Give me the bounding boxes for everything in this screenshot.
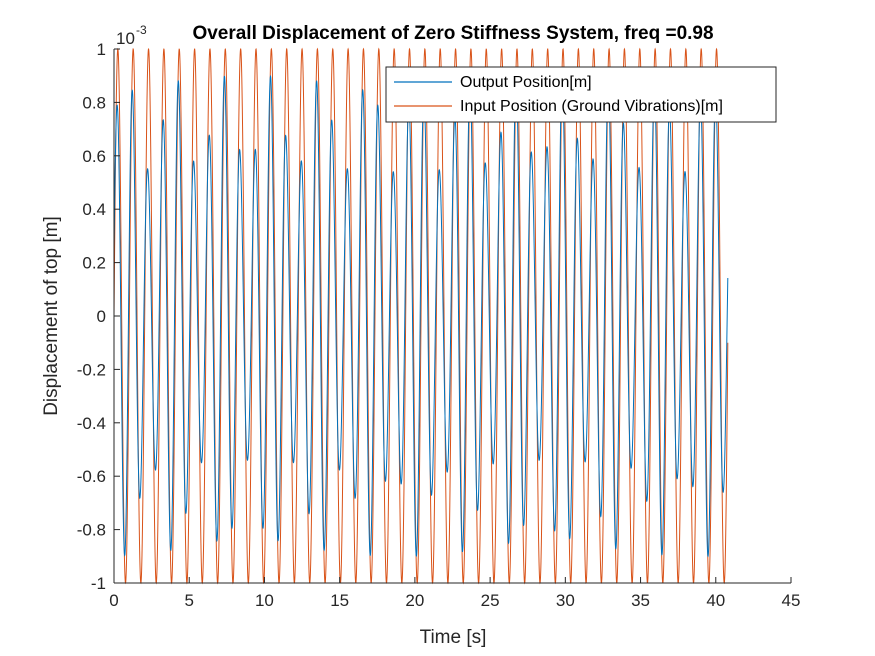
y-tick-label: 1 [97, 40, 106, 59]
y-tick-label: 0.4 [82, 200, 106, 219]
y-tick-label: -1 [91, 574, 106, 593]
x-tick-label: 35 [631, 591, 650, 610]
x-tick-label: 10 [255, 591, 274, 610]
ticks-layer: 0 5 10 15 20 25 30 35 40 45 -1 -0.8 -0.6 -0.4 -0.2 0 0.2… [77, 40, 801, 610]
y-tick-label: -0.8 [77, 521, 106, 540]
x-tick-label: 30 [556, 591, 575, 610]
plot-area [114, 49, 791, 583]
y-tick-label: 0 [97, 307, 106, 326]
y-tick-label: -0.6 [77, 467, 106, 486]
x-tick-label: 5 [184, 591, 193, 610]
y-tick-label: 0.8 [82, 93, 106, 112]
chart-title: Overall Displacement of Zero Stiffness S… [192, 23, 713, 44]
x-tick-label: 40 [706, 591, 725, 610]
legend: Output Position[m] Input Position (Groun… [385, 66, 777, 123]
x-axis-label: Time [s] [420, 627, 487, 648]
x-tick-label: 0 [109, 591, 118, 610]
legend-box [385, 66, 777, 123]
x-tick-label: 15 [330, 591, 349, 610]
legend-entry-input: Input Position (Ground Vibrations)[m] [460, 98, 723, 115]
y-exponent-power: -3 [136, 23, 147, 37]
y-tick-label: 0.6 [82, 147, 106, 166]
y-tick-label: -0.4 [77, 414, 106, 433]
x-tick-label: 45 [782, 591, 801, 610]
y-exponent-base: 10 [116, 29, 135, 48]
y-tick-label: 0.2 [82, 254, 106, 273]
x-tick-label: 20 [405, 591, 424, 610]
series-line-0 [113, 74, 729, 558]
y-axis-label: Displacement of top [m] [41, 216, 62, 416]
x-tick-label: 25 [481, 591, 500, 610]
legend-entry-output: Output Position[m] [460, 74, 592, 91]
y-tick-label: -0.2 [77, 360, 106, 379]
